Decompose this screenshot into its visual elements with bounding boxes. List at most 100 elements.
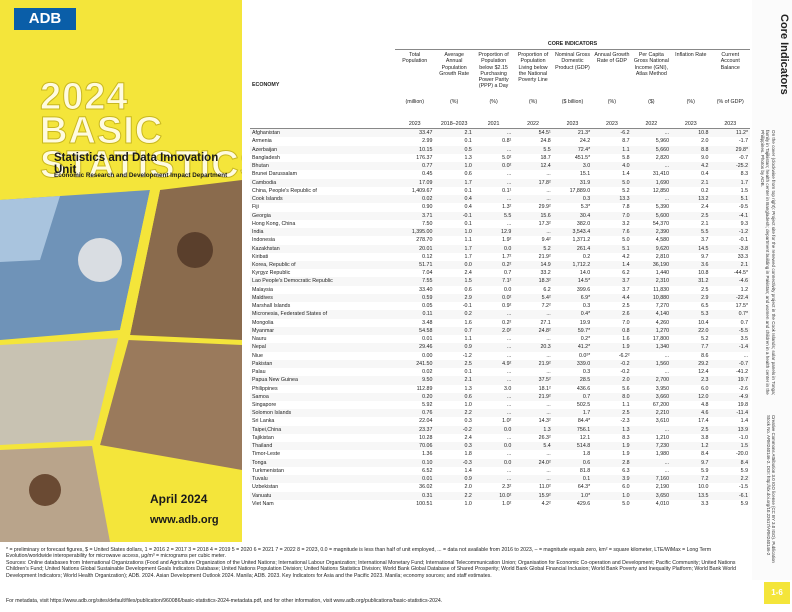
cell: 2.1 (434, 128, 474, 138)
table-row: Timor-Leste 1.36 1.8...... 1.8 1.9 1,980 8.4 -2… (250, 450, 750, 458)
economy: Brunei Darussalam (252, 171, 298, 178)
cell: 9,620 (631, 244, 672, 253)
column-unit: (%) (489, 99, 498, 105)
economy: China, People's Republic of (252, 187, 317, 194)
cell: 4.8 (701, 401, 709, 408)
license: Creative Commons Attribution 3.0 IGO lic… (765, 415, 776, 563)
cell: 0.11 (395, 310, 435, 319)
cell: 0.4* (552, 310, 593, 319)
table-row: Marshall Islands 0.05 -0.1 0.9² 7.2² 0.3 2.5 7,… (250, 302, 750, 310)
cell: 1.3 (464, 154, 472, 161)
cover-department: Economic Research and Development Impact… (54, 172, 228, 179)
cell: 2.9 (671, 293, 711, 303)
cell: 7.2² (541, 303, 551, 310)
cell: 15.1 (579, 171, 591, 178)
cell: 33.47 (395, 128, 435, 138)
group-row: CORE INDICATORS (250, 40, 751, 50)
cell: ... (506, 451, 512, 458)
cell: 0.2 (701, 187, 709, 194)
cell: 10,880 (631, 293, 672, 303)
cell: 3.7 (701, 237, 709, 244)
cell: 3,660 (631, 392, 672, 401)
cell: 0.5 (434, 145, 474, 154)
cell: 7,230 (631, 442, 672, 451)
cell: 9.3 (740, 220, 749, 227)
cell: 0.7 (740, 319, 749, 326)
cell: 1.0 (434, 228, 474, 237)
cell: 399.6 (576, 286, 591, 293)
cell: 0.59 (395, 293, 435, 303)
cell: 26.3² (538, 434, 551, 441)
economy: Samoa (250, 392, 395, 401)
table-row: Kyrgyz Republic 7.04 2.4 0.7 33.2 14.0 6.2 1,44… (250, 269, 750, 277)
cell: 1,270 (631, 326, 672, 336)
cell: 2.2 (434, 491, 474, 500)
cell: 1.8 (464, 451, 472, 458)
cell: 29.2 (671, 359, 711, 369)
cell: 0.9² (502, 303, 512, 310)
cell: 4.2² (541, 500, 551, 507)
cell: 18.3² (513, 277, 553, 286)
cell: 2.4 (464, 434, 472, 441)
column-year: 2023 (552, 120, 593, 130)
cell: ... (664, 369, 670, 376)
cell: 14.5* (552, 277, 593, 286)
cell: 0.2 (434, 310, 474, 319)
table-row: Mongolia 3.48 1.6 0.2² 27.1 19.9 7.0 4,260 10.4 0… (250, 319, 750, 327)
column-unit: (%) (607, 99, 617, 105)
cell: 0.3 (552, 195, 593, 204)
cell: 2.3² (502, 484, 512, 491)
cell: 1.1 (592, 145, 632, 154)
table-row: Cook Islands 0.02 0.4...... 0.3 13.3... 13.2 5… (250, 195, 751, 204)
blank (250, 40, 395, 50)
cell: -41.2 (735, 369, 749, 376)
cell: 14.5 (671, 244, 711, 253)
cell: 13.2 (671, 195, 711, 204)
economy: Uzbekistan (252, 484, 279, 491)
cell: 6.0 (701, 385, 709, 392)
economy: Korea, Republic of (250, 260, 395, 270)
cell: 1.0 (464, 500, 472, 507)
economy: Papua New Guinea (250, 376, 395, 385)
cell: -20.0 (735, 451, 749, 458)
cell: 1.9 (592, 442, 632, 451)
cell: 429.6 (576, 500, 591, 507)
economy: Lao People's Democratic Republic (250, 277, 395, 286)
cell: 5.0 (622, 237, 630, 244)
cell: 11,830 (653, 286, 670, 293)
cell: 5.5 (671, 228, 711, 237)
cell: 5.5 (513, 145, 553, 154)
cell: 2,820 (655, 154, 670, 161)
economy: Singapore (252, 401, 277, 408)
cell: 21.3* (552, 128, 593, 138)
cell: 2.0 (464, 484, 472, 491)
table-row: Nepal 29.46 0.9... 20.3 41.2* 1.9 1,340 7.7 -1.4 (250, 343, 751, 352)
cell: 7.6 (592, 228, 632, 237)
economy: Cambodia (250, 178, 395, 187)
cell: 10.8 (671, 128, 711, 138)
cell: ... (473, 376, 514, 385)
cell: 0.6 (434, 392, 474, 401)
cell: 5.9 (740, 467, 749, 474)
cell: 12.4 (513, 162, 553, 171)
cell: 1.2 (671, 442, 711, 451)
cell: 1.5 (710, 442, 751, 451)
economy: Kyrgyz Republic (252, 270, 291, 277)
economy: Turkmenistan (252, 467, 284, 474)
cell: 1,560 (631, 359, 672, 369)
cell: 0.02 (395, 195, 435, 204)
cell: ... (631, 162, 672, 171)
cell: 0.0 (503, 286, 512, 293)
cell: 2.5 (592, 409, 632, 418)
cell: 13.3 (592, 195, 632, 204)
column-label: Nominal Gross Domestic Product (GDP) (554, 52, 590, 71)
cell: 112.89 (416, 385, 433, 392)
table-row: Indonesia 278.70 1.1 1.9² 9.4² 1,371.2 5.0 4,58… (250, 236, 750, 244)
cell: 3.3 (701, 500, 709, 507)
cell: 0.05 (422, 303, 433, 310)
column-label: Total Population (402, 52, 428, 65)
cell: 12.1 (579, 434, 591, 441)
cell: 2.5 (671, 425, 711, 434)
cell: 0.00 (422, 352, 433, 359)
cell: ... (664, 467, 670, 474)
